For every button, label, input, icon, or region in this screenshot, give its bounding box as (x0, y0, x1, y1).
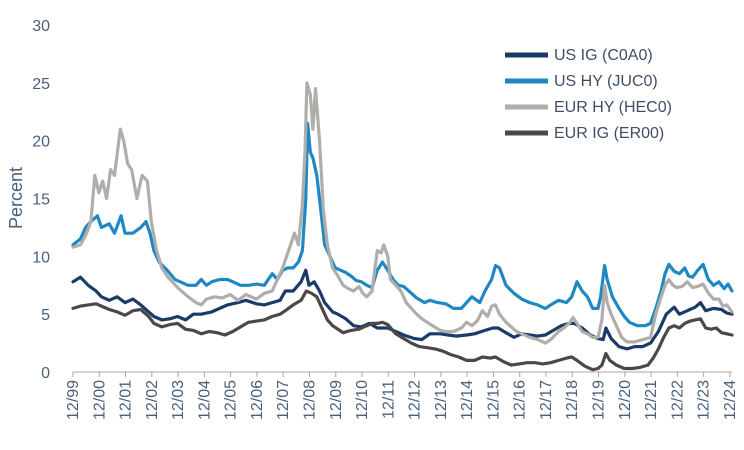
x-tick-label: 12/20 (617, 380, 634, 420)
series-layer (71, 81, 734, 372)
x-axis: 12/99 12/00 12/01 12/02 12/03 12/04 12/05 12/06… (65, 371, 739, 420)
x-tick-label: 12/15 (485, 380, 502, 420)
x-tick-label: 12/23 (696, 380, 713, 420)
x-tick-label: 12/99 (65, 380, 82, 420)
x-tick-label: 12/05 (223, 380, 240, 420)
x-tick-label: 12/06 (249, 380, 266, 420)
x-tick-label: 12/10 (354, 380, 371, 420)
x-tick-label: 12/22 (669, 380, 686, 420)
y-tick-label: 20 (32, 134, 50, 151)
y-tick-label: 0 (41, 365, 50, 382)
y-axis-ticks: 0 5 10 15 20 25 30 (32, 18, 50, 382)
series-line-0 (71, 268, 734, 351)
legend-label: EUR IG (ER00) (554, 125, 664, 142)
legend: US IG (C0A0) US HY (JUC0) EUR HY (HEC0) EUR… (505, 47, 672, 142)
x-tick-label: 12/17 (538, 380, 555, 420)
x-tick-label: 12/12 (407, 380, 424, 420)
x-tick-label: 12/18 (564, 380, 581, 420)
y-tick-label: 10 (32, 249, 50, 266)
x-tick-label: 12/03 (170, 380, 187, 420)
legend-label: EUR HY (HEC0) (554, 99, 672, 116)
series-line-1 (71, 121, 734, 328)
x-tick-label: 12/16 (512, 380, 529, 420)
x-tick-label: 12/14 (459, 380, 476, 420)
x-tick-label: 12/02 (144, 380, 161, 420)
y-axis-title-group: Percent (6, 167, 26, 229)
x-tick-label: 12/19 (591, 380, 608, 420)
x-tick-label: 12/13 (433, 380, 450, 420)
x-tick-label: 12/21 (643, 380, 660, 420)
x-tick-label: 12/01 (118, 380, 135, 420)
x-tick-label: 12/00 (91, 380, 108, 420)
x-tick-label: 12/04 (196, 380, 213, 420)
x-tick-label: 12/09 (328, 380, 345, 420)
x-tick-label: 12/11 (380, 380, 397, 419)
y-axis-title: Percent (6, 167, 26, 229)
y-tick-label: 5 (41, 307, 50, 324)
legend-label: US HY (JUC0) (554, 73, 658, 90)
y-tick-label: 30 (32, 18, 50, 35)
legend-label: US IG (C0A0) (554, 47, 653, 64)
series-line-2 (71, 81, 734, 345)
x-tick-label: 12/24 (722, 380, 739, 420)
y-tick-label: 25 (32, 76, 50, 93)
x-tick-label: 12/07 (275, 380, 292, 420)
series-line-3 (71, 289, 734, 372)
x-tick-label: 12/08 (301, 380, 318, 420)
y-tick-label: 15 (32, 192, 50, 209)
